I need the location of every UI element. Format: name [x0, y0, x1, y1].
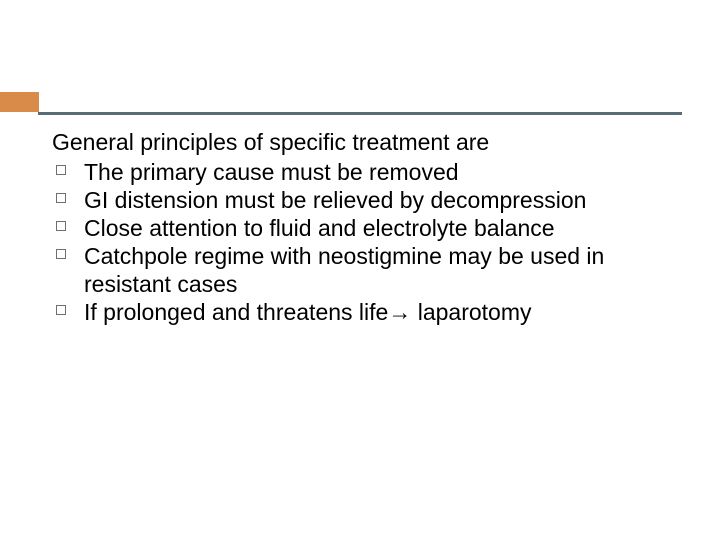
square-bullet-icon — [56, 305, 66, 315]
square-bullet-icon — [56, 165, 66, 175]
list-item: GI distension must be relieved by decomp… — [52, 186, 668, 214]
bullet-list: The primary cause must be removed GI dis… — [52, 158, 668, 326]
square-bullet-icon — [56, 249, 66, 259]
list-item-text: If prolonged and threatens life→ laparot… — [84, 299, 532, 325]
list-item-text: The primary cause must be removed — [84, 159, 459, 185]
list-item: Catchpole regime with neostigmine may be… — [52, 242, 668, 298]
content-area: General principles of specific treatment… — [52, 128, 668, 326]
list-item-text: GI distension must be relieved by decomp… — [84, 187, 586, 213]
square-bullet-icon — [56, 221, 66, 231]
accent-bar — [0, 92, 39, 112]
list-item: Close attention to fluid and electrolyte… — [52, 214, 668, 242]
horizontal-rule — [38, 112, 682, 115]
list-item-text: Catchpole regime with neostigmine may be… — [84, 243, 604, 297]
square-bullet-icon — [56, 193, 66, 203]
slide: General principles of specific treatment… — [0, 0, 720, 540]
list-item: The primary cause must be removed — [52, 158, 668, 186]
lead-text: General principles of specific treatment… — [52, 128, 668, 156]
list-item-text: Close attention to fluid and electrolyte… — [84, 215, 555, 241]
list-item: If prolonged and threatens life→ laparot… — [52, 298, 668, 326]
